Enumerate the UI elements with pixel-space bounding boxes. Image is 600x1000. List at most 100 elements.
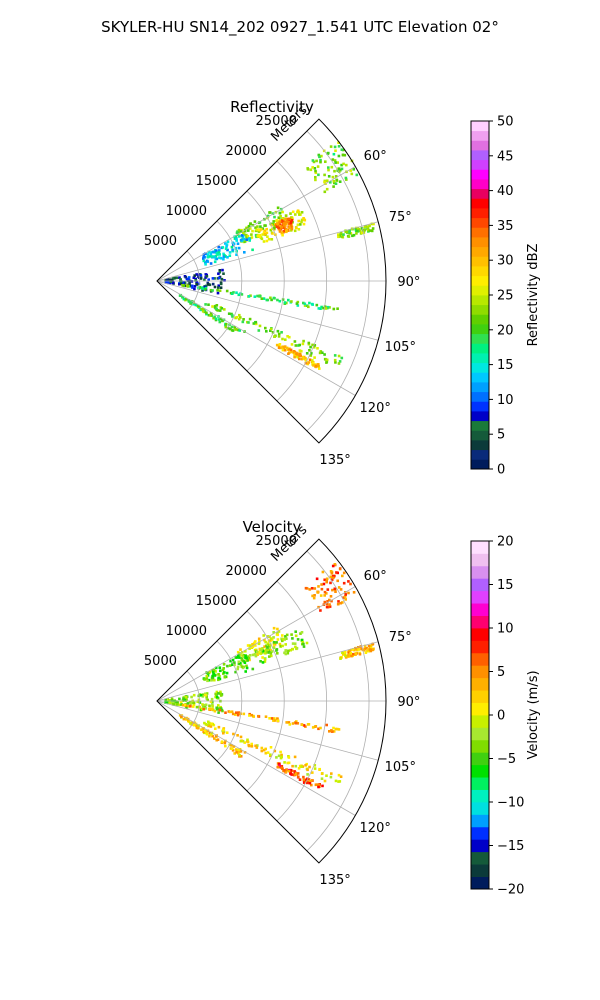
colorbar-swatch — [471, 275, 489, 286]
echo-gate — [317, 783, 321, 787]
echo-gate — [164, 698, 167, 702]
echo-gate — [209, 679, 213, 682]
echo-gate — [272, 646, 276, 650]
echo-gate — [254, 226, 257, 229]
echo-gate — [236, 233, 240, 236]
echo-gate — [230, 245, 234, 249]
echo-gate — [341, 153, 345, 157]
colorbar-swatch — [471, 690, 489, 703]
echo-gate — [295, 302, 299, 305]
echo-gate — [286, 651, 290, 655]
echo-gate — [213, 277, 216, 280]
echo-gate — [300, 349, 303, 353]
echo-gate — [206, 283, 210, 286]
echo-gate — [201, 287, 205, 290]
echo-gate — [268, 717, 271, 720]
echo-gate — [231, 712, 235, 716]
echo-gate — [278, 299, 282, 303]
echo-gate — [334, 161, 337, 164]
echo-gate — [337, 235, 340, 239]
echo-gate — [235, 748, 238, 751]
echo-gate — [260, 228, 263, 231]
echo-gate — [302, 642, 305, 646]
echo-gate — [334, 779, 338, 783]
echo-gate — [228, 251, 232, 254]
echo-gate — [257, 642, 261, 646]
echo-gate — [293, 353, 296, 356]
echo-gate — [368, 648, 372, 651]
echo-gate — [190, 284, 194, 288]
echo-gate — [237, 752, 240, 755]
echo-gate — [339, 601, 343, 605]
echo-gate — [176, 701, 179, 704]
colorbar-swatch — [471, 150, 489, 161]
echo-gate — [227, 312, 231, 315]
echo-gate — [262, 231, 266, 234]
echo-gate — [195, 724, 198, 728]
echo-gate — [265, 231, 269, 235]
echo-gate — [280, 224, 284, 227]
echo-gate — [315, 577, 319, 581]
echo-gate — [253, 295, 257, 298]
echo-gate — [260, 648, 263, 652]
colorbar-swatch — [471, 764, 489, 778]
colorbar-swatch — [471, 372, 489, 383]
echo-gate — [202, 259, 206, 263]
echo-gate — [214, 734, 218, 738]
echo-gate — [325, 605, 329, 609]
echo-gate — [326, 600, 329, 603]
echo-gate — [194, 722, 198, 726]
echo-gate — [201, 695, 205, 698]
echo-gate — [289, 772, 292, 775]
echo-gate — [256, 653, 259, 656]
colorbar-swatch — [471, 353, 489, 364]
echo-gate — [363, 225, 367, 229]
echo-gate — [330, 772, 333, 775]
echo-gate — [332, 185, 335, 188]
echo-gate — [200, 728, 203, 731]
colorbar-swatch — [471, 304, 489, 315]
echo-gate — [309, 168, 313, 172]
echo-gate — [212, 671, 215, 674]
radial-tick-label: 10000 — [166, 204, 207, 219]
echo-gate — [238, 753, 241, 757]
echo-gate — [243, 741, 246, 744]
echo-gate — [321, 570, 325, 574]
echo-gate — [349, 169, 352, 172]
echo-gate — [299, 223, 302, 226]
echo-gate — [325, 361, 328, 364]
colorbar-swatch — [471, 603, 489, 616]
echo-gate — [272, 220, 275, 223]
echo-gate — [258, 639, 261, 643]
echo-gate — [223, 675, 227, 679]
echo-gate — [298, 343, 301, 347]
colorbar-swatch — [471, 217, 489, 228]
echo-gate — [197, 726, 200, 730]
echo-gate — [218, 253, 221, 256]
echo-gate — [284, 770, 288, 774]
azimuth-tick-label: 60° — [364, 569, 387, 584]
echo-gate — [333, 358, 337, 362]
echo-gate — [179, 278, 182, 281]
colorbar-swatch — [471, 179, 489, 190]
azimuth-spoke — [156, 166, 356, 282]
echo-gate — [301, 641, 305, 644]
echo-gate — [341, 653, 345, 656]
echo-gate — [224, 744, 227, 748]
echo-gate — [211, 674, 214, 678]
echo-gate — [190, 695, 193, 699]
echo-gate — [221, 268, 224, 272]
echo-gate — [189, 722, 192, 725]
echo-gate — [242, 318, 245, 321]
echo-gate — [206, 260, 210, 263]
echo-gate — [224, 247, 228, 250]
echo-gate — [328, 603, 331, 606]
azimuth-tick-label: 120° — [360, 821, 391, 836]
echo-gate — [296, 722, 300, 725]
echo-gate — [217, 704, 220, 707]
echo-gate — [270, 650, 274, 653]
echo-gate — [170, 278, 174, 282]
echo-gate — [313, 356, 316, 359]
echo-gate — [235, 253, 238, 256]
echo-gate — [269, 652, 273, 655]
